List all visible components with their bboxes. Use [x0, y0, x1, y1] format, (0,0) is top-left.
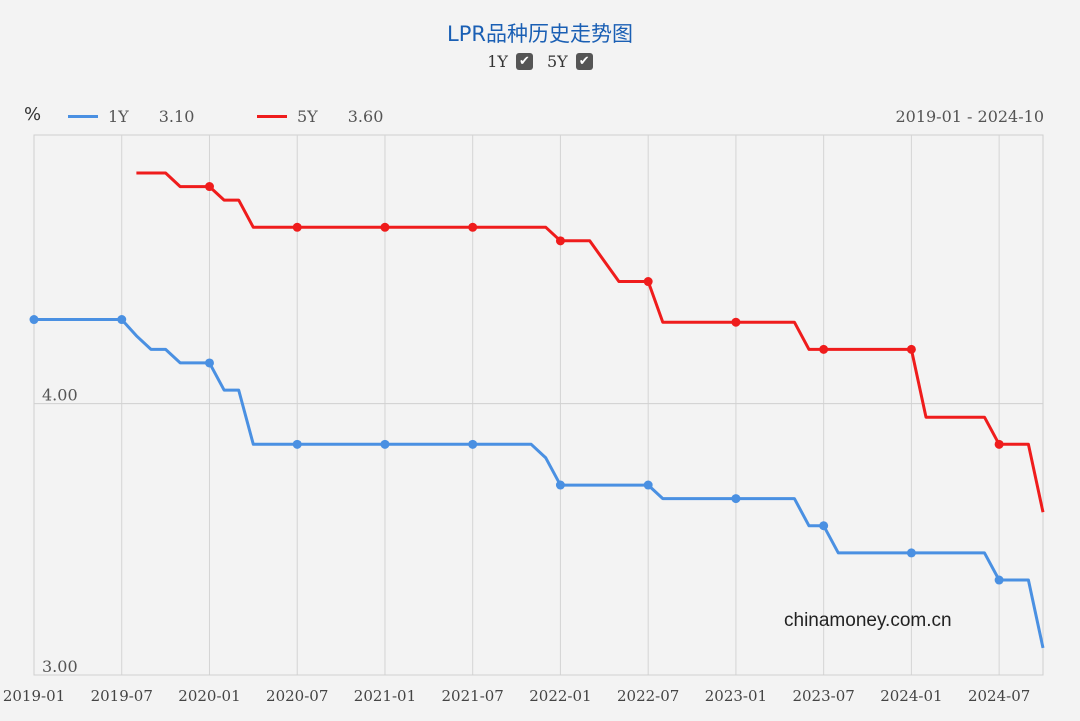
data-point-1y	[204, 358, 214, 368]
legend-5y-name: 5Y	[297, 107, 318, 126]
date-range: 2019-01 - 2024-10	[895, 107, 1044, 126]
data-point-1y	[731, 494, 741, 504]
data-point-1y	[819, 521, 829, 531]
data-point-5y	[731, 317, 741, 327]
x-tick-label: 2021-01	[354, 687, 416, 705]
chart-title: LPR品种历史走势图	[447, 22, 633, 46]
data-point-1y	[555, 480, 565, 490]
x-tick-label: 2024-01	[880, 687, 942, 705]
data-point-5y	[468, 222, 478, 232]
legend-5y-value: 3.60	[347, 107, 384, 126]
series-line-5y	[136, 171, 1045, 513]
data-point-1y	[117, 315, 127, 325]
data-point-5y	[204, 182, 214, 192]
y-unit-label: %	[24, 104, 42, 125]
data-point-1y	[292, 439, 302, 449]
y-tick-label: 4.00	[42, 386, 78, 405]
checkbox-checked-icon[interactable]: ✔	[575, 53, 593, 70]
series-toggles: 1Y ✔ 5Y ✔	[0, 52, 1080, 71]
x-tick-label: 2023-07	[792, 687, 854, 705]
data-point-5y	[906, 344, 916, 354]
data-point-5y	[643, 277, 653, 287]
toggle-1y[interactable]: 1Y ✔	[487, 52, 533, 71]
x-tick-label: 2022-07	[617, 687, 679, 705]
data-point-5y	[819, 344, 829, 354]
data-point-5y	[994, 439, 1004, 449]
x-tick-label: 2020-01	[178, 687, 240, 705]
x-tick-label: 2023-01	[705, 687, 767, 705]
legend-5y-line-icon	[257, 115, 287, 118]
toggle-5y-label: 5Y	[547, 52, 568, 71]
data-point-5y	[380, 222, 390, 232]
x-tick-label: 2022-01	[529, 687, 591, 705]
y-tick-label: 3.00	[42, 657, 78, 676]
data-point-1y	[380, 439, 390, 449]
data-point-1y	[29, 315, 39, 325]
x-tick-label: 2019-01	[3, 687, 65, 705]
data-point-1y	[468, 439, 478, 449]
x-tick-label: 2020-07	[266, 687, 328, 705]
data-point-1y	[643, 480, 653, 490]
legend-1y-value: 3.10	[158, 107, 195, 126]
legend-1y-line-icon	[68, 115, 98, 118]
legend-5y[interactable]: 5Y 3.60	[257, 107, 383, 126]
data-point-5y	[292, 222, 302, 232]
x-tick-label: 2021-07	[442, 687, 504, 705]
x-tick-label: 2019-07	[91, 687, 153, 705]
series-line-1y	[34, 318, 1045, 649]
legend-1y-name: 1Y	[108, 107, 129, 126]
x-tick-label: 2024-07	[968, 687, 1030, 705]
data-point-1y	[906, 548, 916, 558]
legend-1y[interactable]: 1Y 3.10	[68, 107, 194, 126]
toggle-5y[interactable]: 5Y ✔	[547, 52, 593, 71]
data-point-5y	[555, 236, 565, 246]
toggle-1y-label: 1Y	[487, 52, 508, 71]
plot-frame	[33, 134, 1044, 676]
data-point-1y	[994, 575, 1004, 585]
watermark: chinamoney.com.cn	[784, 610, 952, 631]
checkbox-checked-icon[interactable]: ✔	[516, 53, 533, 70]
